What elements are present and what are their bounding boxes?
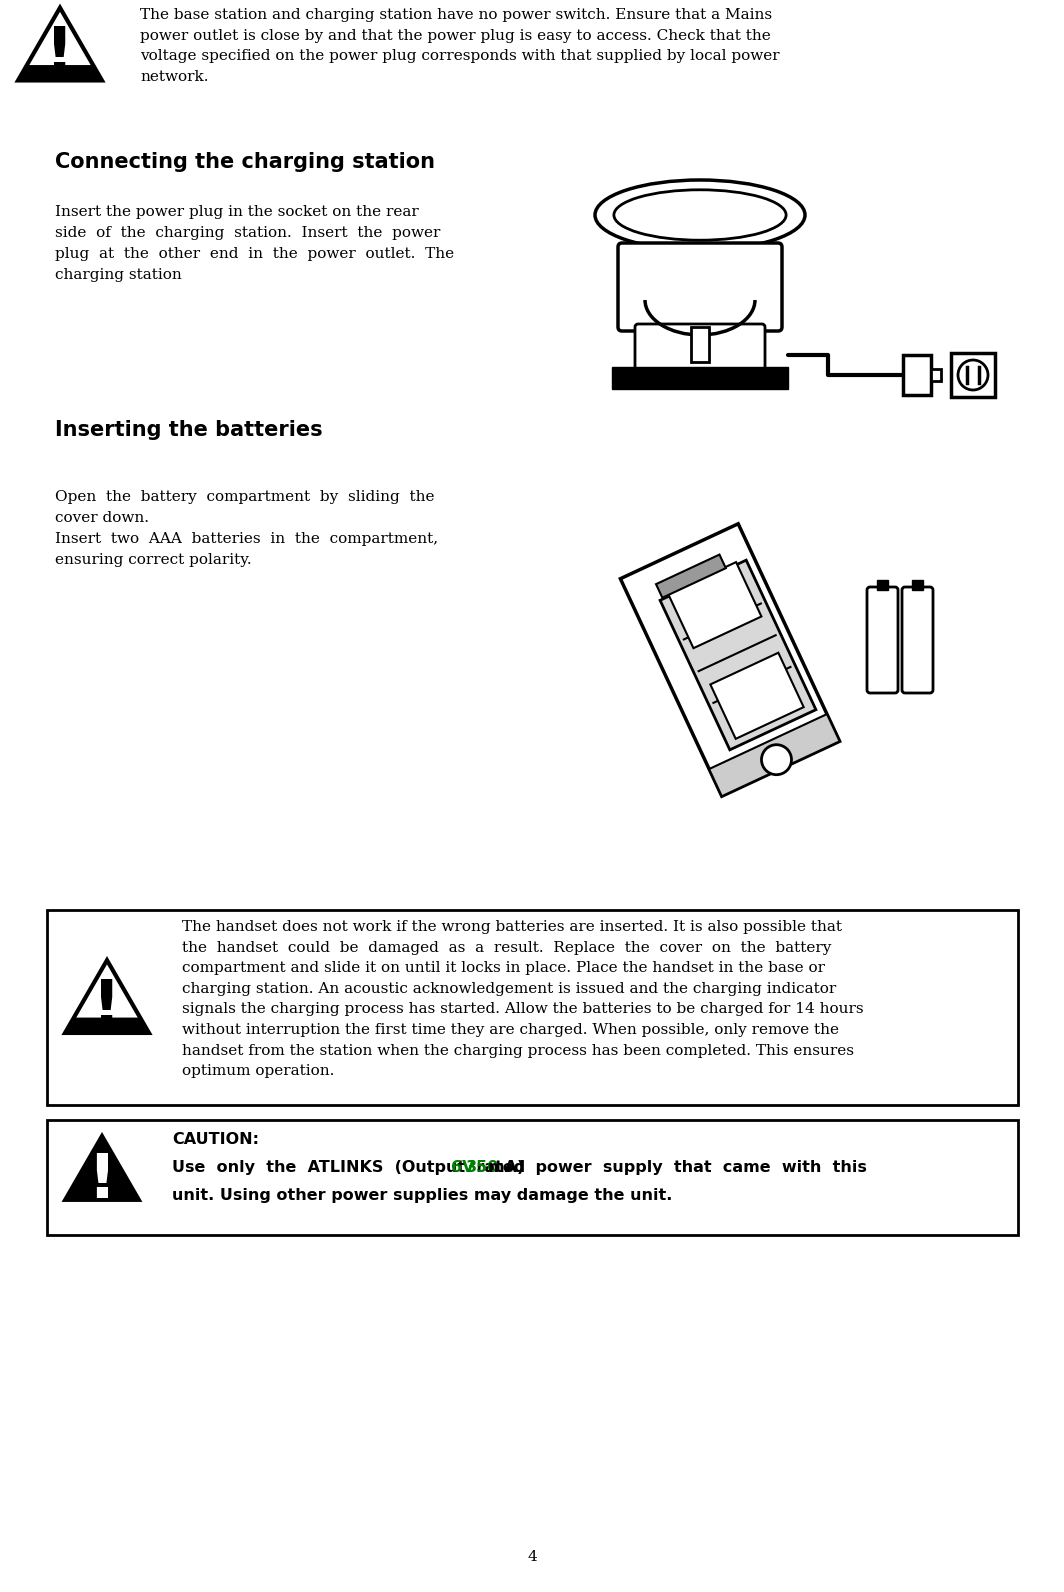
FancyBboxPatch shape — [618, 244, 782, 331]
Polygon shape — [668, 562, 762, 648]
Text: !: ! — [93, 976, 121, 1038]
FancyBboxPatch shape — [635, 325, 765, 373]
Bar — [931, 369, 941, 380]
Polygon shape — [65, 960, 149, 1033]
Ellipse shape — [595, 180, 805, 250]
Text: The base station and charging station have no power switch. Ensure that a Mains
: The base station and charging station ha… — [140, 8, 780, 84]
Text: !: ! — [46, 24, 74, 86]
Polygon shape — [709, 715, 839, 796]
Polygon shape — [620, 524, 839, 796]
Polygon shape — [711, 653, 803, 739]
Text: Inserting the batteries: Inserting the batteries — [55, 420, 322, 439]
Polygon shape — [64, 1135, 140, 1200]
Bar — [877, 579, 888, 591]
Polygon shape — [660, 560, 816, 750]
Bar — [691, 326, 709, 361]
FancyBboxPatch shape — [867, 587, 898, 693]
Text: 4: 4 — [527, 1551, 537, 1563]
Polygon shape — [65, 1019, 149, 1033]
Bar — [47, 1121, 1018, 1235]
Bar — [912, 579, 922, 591]
Text: Use  only  the  ATLINKS  (Output  rated: Use only the ATLINKS (Output rated — [172, 1161, 536, 1175]
Circle shape — [958, 360, 988, 390]
Polygon shape — [656, 554, 726, 597]
Ellipse shape — [614, 189, 786, 240]
Polygon shape — [18, 65, 102, 81]
Text: Connecting the charging station: Connecting the charging station — [55, 151, 435, 172]
Text: CAUTION:: CAUTION: — [172, 1132, 259, 1146]
Text: 6V: 6V — [451, 1161, 475, 1175]
Bar — [951, 353, 995, 396]
Text: Insert the power plug in the socket on the rear
side  of  the  charging  station: Insert the power plug in the socket on t… — [55, 205, 454, 282]
Bar — [47, 911, 1018, 1105]
FancyBboxPatch shape — [902, 587, 933, 693]
Circle shape — [762, 745, 792, 775]
Text: The handset does not work if the wrong batteries are inserted. It is also possib: The handset does not work if the wrong b… — [182, 920, 864, 1078]
Text: !: ! — [87, 1151, 116, 1212]
Text: unit. Using other power supplies may damage the unit.: unit. Using other power supplies may dam… — [172, 1188, 672, 1204]
Polygon shape — [18, 8, 102, 81]
Bar — [903, 355, 931, 395]
Bar — [612, 368, 788, 388]
Text: Open  the  battery  compartment  by  sliding  the
cover down.
Insert  two  AAA  : Open the battery compartment by sliding … — [55, 490, 438, 567]
Text: mA)  power  supply  that  came  with  this: mA) power supply that came with this — [488, 1161, 867, 1175]
Text: 350: 350 — [466, 1161, 499, 1175]
